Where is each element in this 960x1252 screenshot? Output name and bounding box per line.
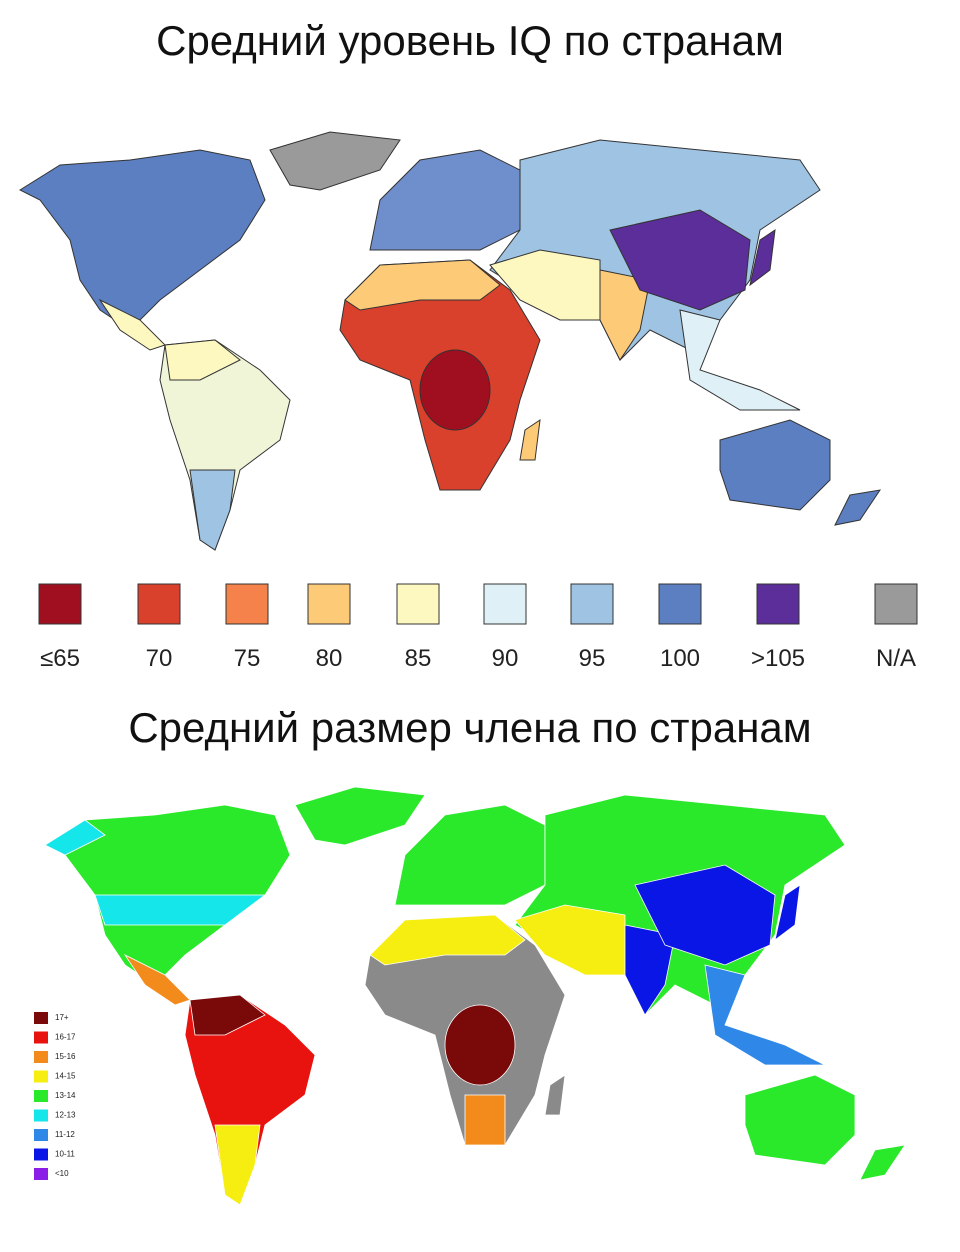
legend-label: 17+	[55, 1013, 69, 1022]
iq-map	[19, 131, 881, 551]
legend-label: 90	[492, 645, 519, 672]
legend-label: <10	[55, 1169, 69, 1178]
land	[214, 1124, 261, 1206]
legend-swatch	[570, 583, 614, 625]
map-title: Средний размер члена по странам	[128, 704, 811, 751]
legend-swatch	[38, 583, 82, 625]
land	[19, 149, 266, 331]
land	[834, 489, 881, 526]
legend-label: 11-12	[55, 1130, 75, 1139]
legend-label: 13-14	[55, 1091, 76, 1100]
legend-label: 75	[234, 645, 261, 672]
legend-label: 95	[579, 645, 606, 672]
legend-swatch	[658, 583, 702, 625]
land	[704, 964, 826, 1066]
legend-swatch	[483, 583, 527, 625]
land	[44, 819, 106, 856]
land	[544, 1074, 566, 1116]
land	[719, 419, 831, 511]
land	[859, 1144, 906, 1181]
legend-label: 12-13	[55, 1111, 76, 1120]
legend-swatch	[34, 1129, 48, 1141]
map-title: Средний уровень IQ по странам	[156, 17, 784, 64]
legend-swatch	[307, 583, 351, 625]
legend-swatch	[34, 1148, 48, 1161]
legend-label: ≤65	[40, 645, 80, 672]
land	[189, 469, 236, 551]
land	[94, 894, 267, 926]
land	[444, 1004, 516, 1086]
legend-swatch	[34, 1168, 48, 1180]
legend: 17+ 16-17 15-16 14-15 13-14 12-13 11-12 10-11 <1…	[34, 1012, 76, 1180]
land	[519, 419, 541, 461]
legend-label: 16-17	[55, 1033, 76, 1042]
land	[464, 1094, 506, 1146]
legend-swatch	[225, 583, 269, 625]
land	[394, 804, 546, 906]
legend-swatch	[34, 1012, 48, 1024]
land	[294, 786, 426, 846]
legend-swatch	[137, 583, 181, 625]
land	[419, 349, 491, 431]
legend-label: 15-16	[55, 1052, 76, 1061]
size-map	[44, 786, 906, 1206]
legend-label: 70	[146, 645, 173, 672]
legend: ≤65 70 75 80 85 90 95 100 >105 N/A	[38, 583, 918, 672]
legend-label: N/A	[876, 645, 916, 672]
legend-swatch	[34, 1070, 48, 1083]
legend-swatch	[756, 583, 800, 625]
legend-swatch	[34, 1090, 48, 1102]
land	[369, 149, 521, 251]
legend-swatch	[396, 583, 440, 625]
land	[744, 1074, 856, 1166]
legend-label: 14-15	[55, 1072, 76, 1081]
legend-label: >105	[751, 645, 805, 672]
legend-label: 10-11	[55, 1150, 75, 1159]
legend-swatch	[874, 583, 918, 625]
legend-label: 85	[405, 645, 432, 672]
legend-swatch	[34, 1031, 48, 1044]
legend-swatch	[34, 1109, 48, 1122]
land	[679, 309, 801, 411]
legend-swatch	[34, 1051, 48, 1063]
legend-label: 100	[660, 645, 700, 672]
land	[269, 131, 401, 191]
legend-label: 80	[316, 645, 343, 672]
